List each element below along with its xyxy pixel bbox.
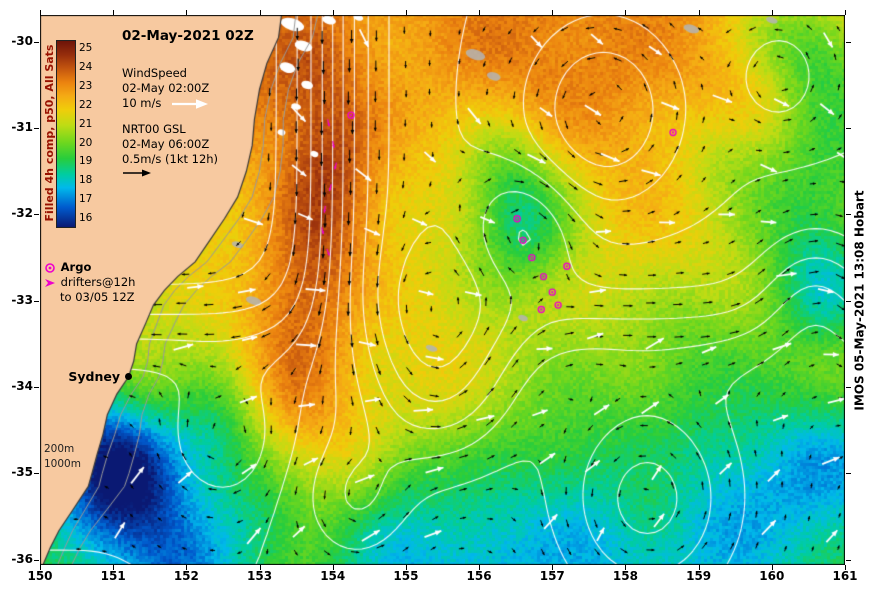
axis-tick [698,565,700,570]
axis-tick [259,10,261,15]
map-canvas [40,15,845,565]
axis-tick [40,10,41,15]
axis-tick [186,10,188,15]
colorbar-tick-label: 17 [79,193,93,206]
argo-label: Argo [60,260,92,274]
wind-legend: WindSpeed 02-May 02:00Z 10 m/s [122,66,209,111]
colorbar-tick-label: 18 [79,174,93,187]
axis-tick [846,473,851,475]
attribution-text: IMOS 05-May-2021 13:08 Hobart [852,190,867,411]
colorbar-tick-label: 24 [79,60,93,73]
colorbar-label: Filled 4h comp, p50, All Sats [43,44,56,222]
x-tick-label: 150 [27,569,53,583]
x-tick-label: 152 [173,569,199,583]
depth-legend: 200m 1000m [44,442,81,472]
city-label: Sydney [68,369,120,384]
axis-tick [846,300,851,302]
argo-legend: Argo drifters@12h to 03/05 12Z [44,260,135,305]
x-tick-label: 154 [320,569,346,583]
axis-tick [186,565,188,570]
argo-marker-icon [45,262,55,273]
axis-tick [34,473,39,475]
colorbar-tick-label: 20 [79,136,93,149]
axis-tick [40,565,41,570]
axis-tick [113,10,115,15]
gsl-legend: NRT00 GSL 02-May 06:00Z 0.5m/s (1kt 12h) [122,122,218,182]
drifter-marker-icon [45,278,55,287]
y-tick-label: -34 [11,379,33,394]
axis-tick [259,565,261,570]
axis-tick [34,214,39,216]
wind-legend-time: 02-May 02:00Z [122,81,210,95]
axis-tick [405,565,407,570]
depth-200-label: 200m [44,443,75,455]
colorbar [56,40,76,228]
y-tick-label: -30 [11,33,33,48]
axis-tick [34,387,39,389]
y-tick-label: -33 [11,292,33,307]
map-title: 02-May-2021 02Z [122,28,254,44]
axis-tick [34,300,39,302]
colorbar-tick-label: 25 [79,42,93,54]
x-tick-label: 159 [686,569,712,583]
colorbar-tick-label: 21 [79,117,93,130]
x-tick-label: 161 [832,569,858,583]
colorbar-tick-label: 19 [79,155,93,168]
depth-1000-label: 1000m [44,458,81,470]
x-tick-label: 157 [539,569,565,583]
x-tick-label: 155 [393,569,419,583]
axis-tick [625,565,627,570]
axis-tick [479,565,481,570]
y-tick-label: -31 [11,120,33,135]
axis-tick [771,10,773,15]
colorbar-tick-label: 22 [79,98,93,111]
axis-tick [34,559,39,561]
x-tick-label: 153 [247,569,273,583]
axis-tick [625,10,627,15]
y-tick-label: -35 [11,465,33,480]
y-tick-label: -32 [11,206,33,221]
x-tick-label: 156 [466,569,492,583]
axis-tick [771,565,773,570]
axis-tick [113,565,115,570]
wind-legend-title: WindSpeed [122,66,187,80]
drifters-label: drifters@12h [60,275,136,289]
drifters-sub-label: to 03/05 12Z [60,290,135,304]
gsl-legend-scale: 0.5m/s (1kt 12h) [122,152,219,166]
axis-tick [846,214,851,216]
wind-scale-arrow-icon [172,98,209,109]
axis-tick [552,565,554,570]
axis-tick [846,128,851,130]
axis-tick [552,10,554,15]
axis-tick [479,10,481,15]
gsl-legend-title: NRT00 GSL [122,122,186,136]
axis-tick [846,559,851,561]
axis-tick [845,565,846,570]
axis-tick [34,128,39,130]
current-scale-arrow-icon [123,169,151,177]
colorbar-tick-label: 16 [79,212,93,225]
axis-tick [405,10,407,15]
colorbar-tick-label: 23 [79,79,93,92]
axis-tick [34,41,39,43]
axis-tick [332,10,334,15]
x-tick-label: 158 [612,569,638,583]
axis-tick [846,387,851,389]
city-dot [125,373,132,380]
axis-tick [698,10,700,15]
x-tick-label: 160 [759,569,785,583]
gsl-legend-time: 02-May 06:00Z [122,137,210,151]
x-tick-label: 151 [100,569,126,583]
axis-tick [845,10,846,15]
axis-tick [332,565,334,570]
axis-tick [846,41,851,43]
wind-legend-scale: 10 m/s [122,96,162,110]
y-tick-label: -36 [11,551,33,566]
